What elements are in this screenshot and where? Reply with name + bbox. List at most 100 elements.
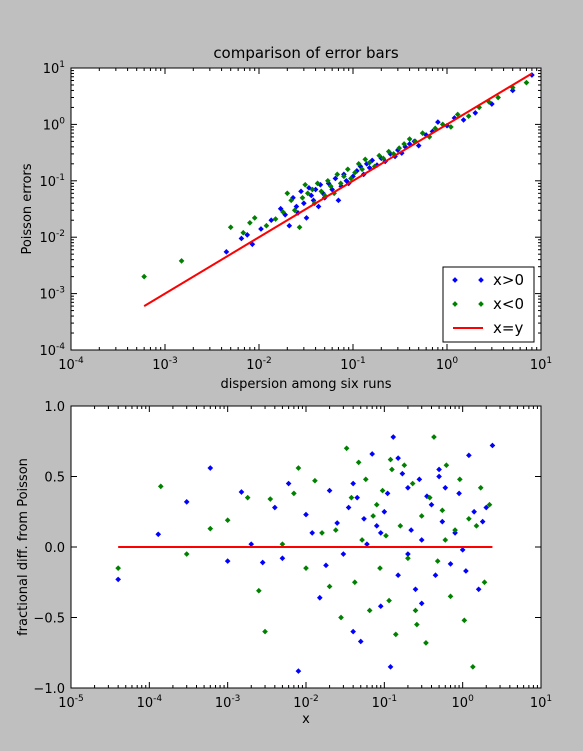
data-point (247, 219, 253, 226)
data-point (495, 94, 501, 101)
x-tick-label: 10-3 (152, 356, 178, 373)
data-point (352, 169, 358, 176)
data-point (381, 508, 388, 515)
data-point (452, 527, 458, 533)
data-point (486, 501, 493, 508)
data-point (238, 489, 245, 495)
data-point (523, 79, 530, 86)
data-point (302, 181, 309, 188)
data-point (436, 466, 442, 473)
data-point (460, 117, 467, 123)
chart-title: comparison of error bars (213, 44, 399, 62)
data-point (315, 203, 322, 210)
legend-label: x<0 (493, 295, 524, 313)
data-point (303, 565, 309, 571)
data-point (258, 226, 264, 232)
x-tick-label: 10-1 (340, 356, 366, 373)
data-point (397, 523, 404, 529)
data-point (325, 177, 331, 184)
data-point (418, 600, 425, 607)
data-point (412, 607, 419, 614)
x-tick-label: 10-3 (215, 694, 241, 711)
data-point (343, 445, 350, 452)
y-axis-label: fractional diff. from Poisson (16, 458, 31, 636)
data-point (434, 558, 441, 564)
data-point (435, 119, 441, 125)
data-point (442, 537, 449, 543)
data-point (362, 476, 369, 483)
data-point (286, 222, 293, 229)
data-point (416, 476, 423, 483)
x-tick-label: 10-5 (58, 694, 84, 711)
data-point (418, 537, 425, 543)
data-point (267, 496, 274, 502)
data-point (466, 515, 472, 522)
y-tick-label: 10-2 (39, 229, 65, 246)
top-plot-marks (141, 72, 535, 307)
data-point (316, 594, 323, 601)
data-point (418, 513, 425, 519)
data-point (345, 504, 352, 511)
data-point (456, 490, 462, 497)
data-point (436, 473, 442, 480)
data-point (285, 480, 292, 487)
data-point (277, 205, 284, 212)
data-point (447, 561, 454, 567)
data-point (475, 586, 482, 593)
data-point (207, 465, 214, 471)
data-point (298, 188, 304, 195)
x-axis-label: dispersion among six runs (221, 377, 392, 392)
data-point (384, 490, 391, 497)
data-point (354, 494, 360, 501)
data-point (332, 175, 339, 182)
legend-marker (452, 277, 458, 283)
data-point (238, 235, 245, 242)
x-tick-label: 10-1 (372, 694, 398, 711)
data-point (392, 631, 399, 638)
y-tick-label: 10-4 (39, 342, 65, 359)
data-point (312, 477, 318, 484)
data-point (284, 190, 291, 197)
data-point (227, 224, 234, 231)
data-point (377, 565, 383, 571)
data-point (401, 462, 408, 469)
data-point (439, 518, 446, 525)
data-point (337, 180, 344, 187)
data-point (223, 249, 230, 255)
data-point (350, 480, 356, 487)
data-point (335, 197, 342, 204)
x-tick-label: 100 (452, 694, 475, 711)
data-point (419, 130, 426, 136)
data-point (406, 136, 413, 142)
data-point (448, 124, 454, 130)
data-point (183, 499, 190, 505)
data-point (405, 555, 411, 562)
data-point (369, 451, 376, 457)
data-point (442, 484, 449, 491)
data-point (463, 568, 469, 574)
y-tick-label: 0.0 (44, 541, 65, 556)
data-point (370, 513, 376, 519)
data-point (272, 504, 278, 511)
data-point (432, 572, 439, 579)
data-point (443, 462, 450, 469)
bottom-plot-marks (115, 434, 496, 674)
data-point (341, 173, 347, 180)
data-point (301, 200, 307, 207)
data-point (366, 607, 373, 614)
data-point (141, 273, 147, 280)
legend-marker (452, 301, 458, 307)
data-point (489, 442, 496, 449)
data-point (428, 501, 435, 508)
data-point (251, 215, 258, 221)
data-point (344, 166, 351, 173)
data-point (326, 583, 333, 590)
data-point (224, 517, 231, 524)
data-point (279, 555, 286, 562)
data-point (390, 434, 397, 440)
data-point (395, 572, 401, 579)
data-point (295, 465, 302, 471)
legend: x>0 x<0 x=y (442, 266, 535, 343)
legend-label: x>0 (493, 271, 524, 289)
